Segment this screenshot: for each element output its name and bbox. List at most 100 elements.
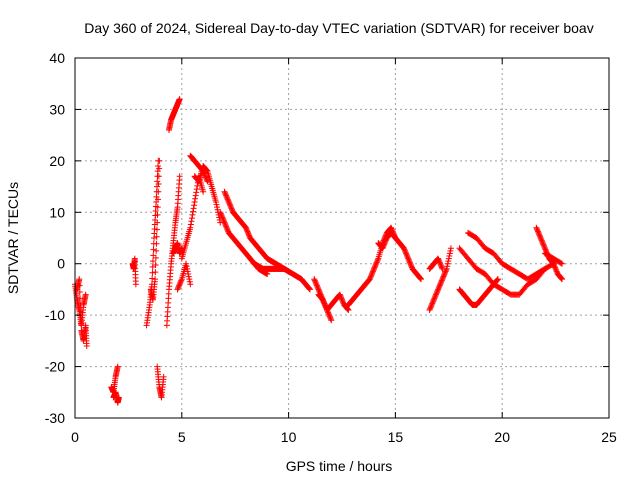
data-point: [226, 201, 233, 208]
data-point: [540, 266, 547, 273]
data-point: [115, 394, 122, 401]
data-point: [193, 189, 200, 196]
data-point: [183, 260, 190, 267]
data-point: [430, 298, 437, 304]
data-point: [153, 226, 160, 233]
data-point: [150, 252, 157, 259]
data-point: [228, 205, 235, 212]
data-point: [432, 291, 439, 298]
y-tick-label: -10: [45, 307, 65, 323]
data-point: [431, 294, 438, 301]
data-point: [337, 294, 344, 301]
data-point: [311, 277, 318, 284]
data-point: [189, 211, 196, 218]
data-point: [541, 244, 548, 250]
data-point: [559, 276, 566, 283]
data-point: [537, 233, 544, 240]
data-point: [326, 312, 333, 319]
data-point: [442, 268, 449, 275]
data-point: [427, 304, 434, 311]
data-point: [437, 262, 444, 268]
data-point: [380, 244, 387, 250]
data-point: [325, 309, 332, 316]
data-point: [536, 231, 543, 238]
x-tick-label: 0: [71, 429, 79, 445]
data-point: [366, 276, 373, 283]
series-s5: [129, 255, 139, 288]
data-point: [153, 247, 160, 254]
data-point: [344, 306, 351, 313]
data-point: [374, 258, 381, 265]
data-point: [152, 262, 159, 268]
data-point: [184, 268, 191, 275]
data-point: [373, 260, 380, 267]
data-point: [373, 259, 380, 266]
data-point: [433, 290, 440, 297]
data-point: [406, 258, 413, 265]
data-point: [417, 275, 424, 282]
x-tick-label: 20: [494, 429, 510, 445]
data-point: [220, 217, 227, 223]
series-s18: [251, 260, 313, 293]
data-point: [427, 305, 434, 312]
data-point: [222, 220, 229, 227]
data-point: [551, 263, 558, 270]
data-point: [340, 299, 347, 306]
axis-ticks: -30 -20 -10 0 10 20 30 40 0 5 10 15 20 25: [45, 50, 617, 445]
data-point: [429, 299, 436, 306]
data-point: [381, 241, 388, 248]
data-point: [328, 317, 335, 324]
data-point: [76, 289, 83, 295]
data-point: [541, 265, 548, 272]
data-point: [538, 236, 545, 243]
data-point: [246, 232, 253, 239]
y-tick-label: 30: [49, 101, 65, 117]
series-s22: [375, 229, 425, 283]
data-point: [416, 274, 423, 281]
data-point: [223, 224, 230, 231]
data-point: [155, 163, 162, 169]
data-point: [203, 177, 210, 184]
data-point: [228, 206, 235, 213]
data-point: [326, 313, 333, 320]
data-point: [337, 292, 344, 299]
series-s8: [154, 363, 167, 401]
series-s10: [165, 96, 183, 133]
series-s9: [163, 173, 183, 329]
series-s12: [174, 260, 194, 293]
data-point: [370, 267, 377, 274]
data-point: [435, 286, 442, 293]
data-point: [203, 166, 210, 173]
data-point: [186, 276, 193, 283]
data-point: [221, 188, 228, 195]
data-point: [336, 291, 343, 298]
data-point: [319, 296, 326, 303]
data-point: [319, 295, 326, 302]
data-point: [223, 193, 230, 200]
data-point: [243, 226, 250, 232]
data-point: [434, 289, 441, 295]
data-point: [223, 192, 230, 199]
data-point: [322, 304, 329, 311]
data-point: [218, 213, 225, 220]
data-point: [227, 204, 234, 211]
data-point: [436, 283, 443, 290]
series-s7: [147, 157, 163, 303]
data-point: [188, 215, 195, 222]
data-point: [178, 277, 185, 284]
data-point: [224, 226, 231, 232]
data-point: [176, 281, 183, 288]
y-tick-label: 40: [49, 50, 65, 66]
data-point: [318, 294, 325, 301]
y-tick-label: -30: [45, 410, 65, 426]
data-point: [401, 246, 408, 253]
data-point: [313, 281, 320, 288]
data-point: [441, 271, 448, 277]
data-point: [439, 265, 446, 272]
data-point: [226, 200, 233, 207]
data-point: [156, 157, 163, 164]
data-point: [320, 298, 327, 304]
data-point: [440, 272, 447, 279]
data-point: [222, 191, 229, 198]
